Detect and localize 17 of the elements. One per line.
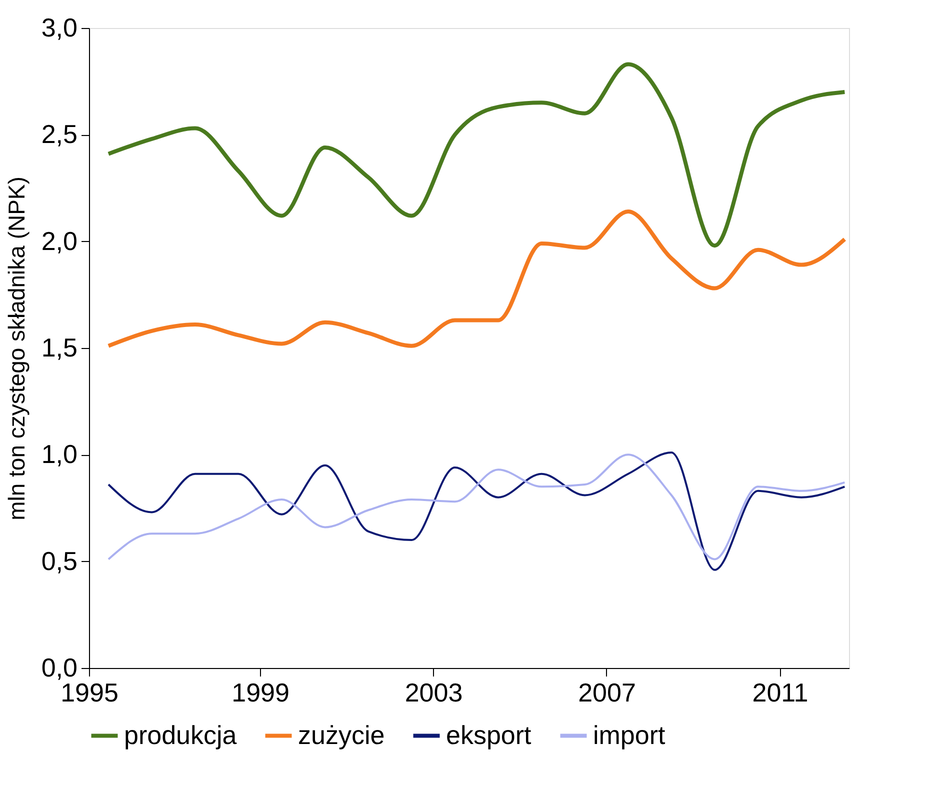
y-tick-label: 1,5 <box>41 332 78 362</box>
y-axis-title: mln ton czystego składnika (NPK) <box>3 176 30 520</box>
legend-label: eksport <box>446 720 532 750</box>
x-tick-label: 2011 <box>752 678 808 708</box>
x-tick-label: 2003 <box>404 678 463 708</box>
y-tick-label: 2,0 <box>41 226 78 256</box>
x-tick-label: 2007 <box>578 678 636 708</box>
legend-label: zużycie <box>298 720 385 750</box>
legend-label: produkcja <box>124 720 238 750</box>
y-tick-label: 0,5 <box>41 546 78 576</box>
line-series <box>106 62 847 248</box>
y-tick-label: 1,0 <box>41 439 78 470</box>
y-tick-label: 2,5 <box>41 119 78 150</box>
x-tick-label: 1999 <box>232 678 290 708</box>
legend-label: import <box>593 720 666 750</box>
line-series <box>106 209 847 348</box>
y-tick-label: 3,0 <box>41 12 78 42</box>
